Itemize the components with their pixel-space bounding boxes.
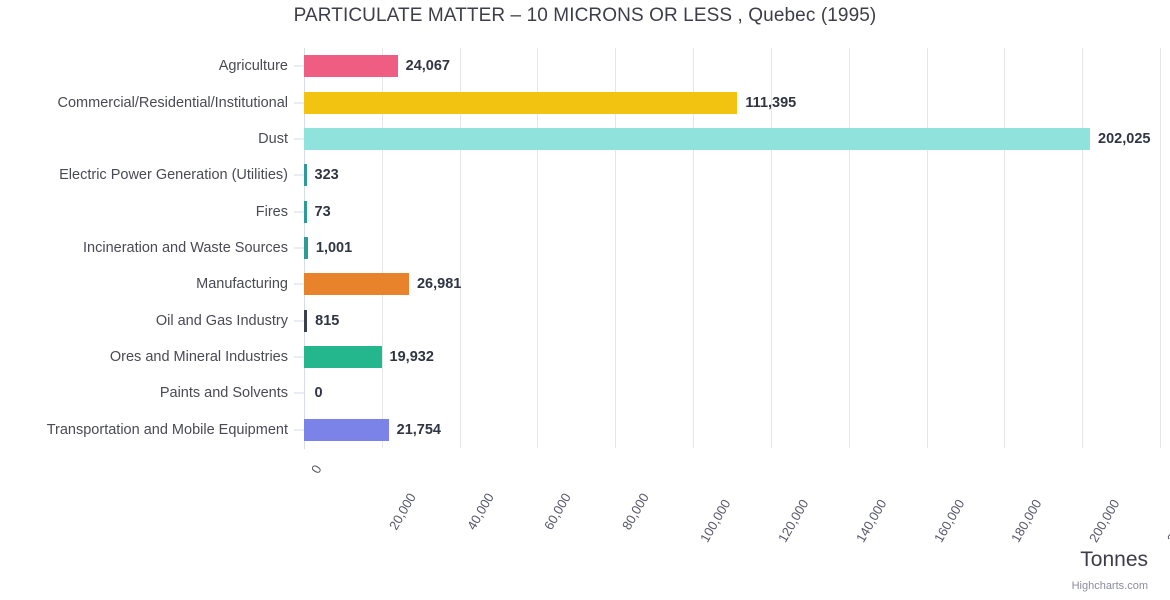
category-label: Dust: [258, 130, 288, 147]
bar-value-label: 73: [314, 203, 331, 220]
bar-value-label: 1,001: [315, 239, 353, 256]
bar[interactable]: [304, 91, 738, 114]
bar-value-label: 111,395: [745, 94, 797, 111]
category-tick-mark: [294, 102, 304, 104]
x-tick-label: 180,000: [1008, 496, 1045, 545]
credits-label: Highcharts.com: [1071, 580, 1148, 592]
x-tick-label: 120,000: [774, 496, 812, 545]
bar-row[interactable]: Fires 73: [0, 193, 1170, 229]
bar-row[interactable]: Agriculture 24,067: [0, 48, 1170, 84]
category-label: Commercial/Residential/Institutional: [57, 94, 289, 111]
gridline: [1082, 48, 1084, 448]
bar[interactable]: [304, 273, 409, 296]
bar-row[interactable]: Manufacturing 26,981: [0, 266, 1170, 302]
x-tick-label: 140,000: [852, 496, 890, 545]
bar-value-label: 26,981: [416, 276, 462, 293]
gridline: [926, 48, 928, 448]
x-tick-label: 0: [308, 462, 325, 477]
axis-unit-label: Tonnes: [1080, 548, 1148, 571]
chart-title: PARTICULATE MATTER – 10 MICRONS OR LESS …: [293, 5, 877, 26]
gridline: [848, 48, 850, 448]
bar[interactable]: [304, 164, 307, 187]
gridline: [381, 48, 383, 448]
x-tick-label: 80,000: [619, 490, 653, 533]
category-label: Agriculture: [218, 58, 288, 75]
x-tick-label: 160,000: [930, 496, 968, 545]
category-tick-mark: [294, 320, 304, 322]
gridline: [1004, 48, 1006, 448]
bar[interactable]: [304, 346, 382, 369]
gridline: [693, 48, 695, 448]
bar-value-label: 0: [314, 385, 323, 402]
x-tick-label: 60,000: [541, 490, 575, 533]
category-tick-mark: [294, 65, 304, 67]
category-tick-mark: [294, 211, 304, 213]
category-tick-mark: [294, 356, 304, 358]
category-label: Manufacturing: [196, 276, 288, 293]
bar[interactable]: [304, 55, 398, 78]
bar-row[interactable]: Dust 202,025: [0, 121, 1170, 157]
x-tick-label: 100,000: [697, 496, 734, 545]
bar-row[interactable]: Incineration and Waste Sources 1,001: [0, 230, 1170, 266]
category-tick-mark: [294, 138, 304, 140]
bar[interactable]: [304, 200, 307, 223]
gridline: [1160, 48, 1161, 448]
bar-value-label: 21,754: [396, 421, 441, 438]
x-tick-label: 200,000: [1086, 496, 1123, 545]
bar-value-label: 202,025: [1098, 130, 1151, 147]
category-label: Transportation and Mobile Equipment: [46, 421, 288, 438]
category-label: Fires: [255, 203, 288, 220]
category-tick-mark: [294, 392, 304, 394]
category-tick-mark: [294, 247, 304, 249]
category-tick-mark: [294, 429, 304, 431]
bar[interactable]: [304, 127, 1091, 150]
category-label: Paints and Solvents: [159, 385, 288, 402]
bar[interactable]: [304, 309, 308, 332]
bar-value-label: 19,932: [389, 349, 434, 366]
category-label: Oil and Gas Industry: [155, 312, 288, 329]
bar[interactable]: [304, 418, 389, 441]
category-label: Incineration and Waste Sources: [83, 239, 288, 256]
bar-row[interactable]: Ores and Mineral Industries 19,932: [0, 339, 1170, 375]
bar-value-label: 815: [315, 312, 340, 329]
category-tick-mark: [294, 283, 304, 285]
bar-value-label: 24,067: [405, 58, 450, 75]
bar-row[interactable]: Paints and Solvents 0: [0, 375, 1170, 411]
x-tick-label: 20,000: [385, 490, 419, 533]
bar-value-label: 323: [314, 167, 339, 184]
bar-row[interactable]: Electric Power Generation (Utilities) 323: [0, 157, 1170, 193]
gridline: [615, 48, 617, 448]
gridline: [537, 48, 539, 448]
category-label: Electric Power Generation (Utilities): [59, 167, 288, 184]
plot-area: [304, 48, 1161, 448]
bar-row[interactable]: Transportation and Mobile Equipment 21,75…: [0, 412, 1170, 448]
gridline: [459, 48, 461, 448]
category-tick-mark: [294, 174, 304, 176]
category-label: Ores and Mineral Industries: [109, 349, 288, 366]
bar[interactable]: [304, 236, 308, 259]
x-tick-label: 40,000: [463, 490, 497, 533]
gridline: [770, 48, 772, 448]
bar-row[interactable]: Oil and Gas Industry 815: [0, 303, 1170, 339]
bar-row[interactable]: Commercial/Residential/Institutional 111,…: [0, 84, 1170, 120]
